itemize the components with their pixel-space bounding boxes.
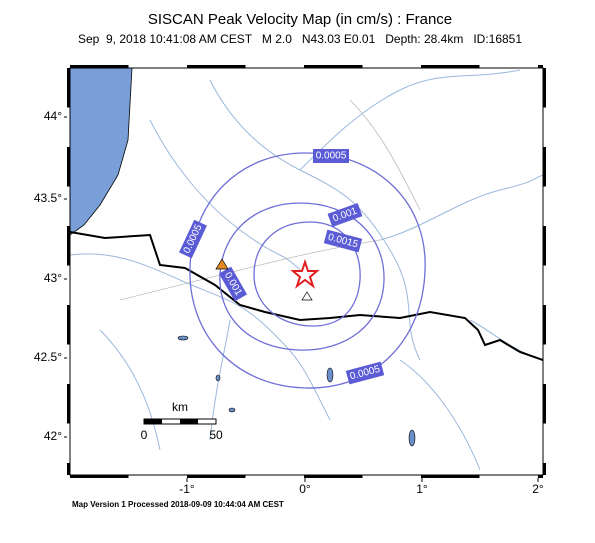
station: [301, 291, 313, 301]
frame-bar: [421, 475, 480, 478]
contour-labels: 0.0005 0.001 0.0015 0.0005 0.001 0.0005: [179, 149, 385, 385]
lon-label: 0°: [299, 482, 311, 496]
frame-bar: [187, 475, 246, 478]
contours: [189, 152, 426, 389]
rivers: [70, 69, 543, 471]
frame-bar: [67, 68, 70, 108]
frame-bar: [67, 226, 70, 266]
frame-bar: [67, 384, 70, 424]
lat-label: 42°: [44, 429, 62, 443]
frame-bar: [304, 475, 363, 478]
scale-tick: 50: [209, 428, 223, 442]
map-body: 0.0005 0.001 0.0015 0.0005 0.001 0.0005 …: [34, 65, 546, 496]
lat-label: 44°: [44, 109, 62, 123]
frame-bar: [67, 305, 70, 345]
contour-label: 0.0005: [316, 151, 347, 162]
lon-label: 1°: [416, 482, 428, 496]
epicenter: [290, 258, 320, 289]
frame-bar: [538, 475, 543, 478]
frame-bar: [421, 65, 480, 68]
frame-bar: [70, 475, 129, 478]
contour-label: 0.0005: [182, 222, 205, 255]
subtitle: Sep 9, 2018 10:41:08 AM CEST M 2.0 N43.0…: [78, 32, 522, 46]
footer: Map Version 1 Processed 2018-09-09 10:44…: [72, 500, 284, 509]
frame: 44° 43.5° 43° 42.5° 42° -1° 0° 1° 2°: [34, 65, 546, 496]
frame-bar: [543, 226, 546, 266]
ocean: [70, 68, 133, 236]
frame-bar: [304, 65, 363, 68]
scale-unit: km: [172, 400, 188, 414]
scale-bar: km 0 50: [141, 400, 223, 442]
frame-bar: [543, 68, 546, 108]
islands: [177, 335, 416, 447]
frame-bar: [67, 147, 70, 187]
frame-outline: [69, 67, 544, 476]
frame-bar: [187, 65, 246, 68]
title: SISCAN Peak Velocity Map (in cm/s) : Fra…: [148, 11, 452, 28]
station: [215, 258, 229, 270]
frame-bar: [67, 463, 70, 475]
lon-label: 2°: [532, 482, 544, 496]
frame-bar: [70, 65, 129, 68]
frame-bar: [543, 463, 546, 475]
border: [70, 231, 543, 361]
lon-label: -1°: [179, 482, 195, 496]
lat-label: 43.5°: [34, 191, 62, 205]
frame-bar: [538, 65, 543, 68]
frame-bar: [543, 384, 546, 424]
lat-label: 42.5°: [34, 350, 62, 364]
scale-tick: 0: [141, 428, 148, 442]
frame-bar: [543, 305, 546, 345]
frame-bar: [543, 147, 546, 187]
lat-label: 43°: [44, 271, 62, 285]
